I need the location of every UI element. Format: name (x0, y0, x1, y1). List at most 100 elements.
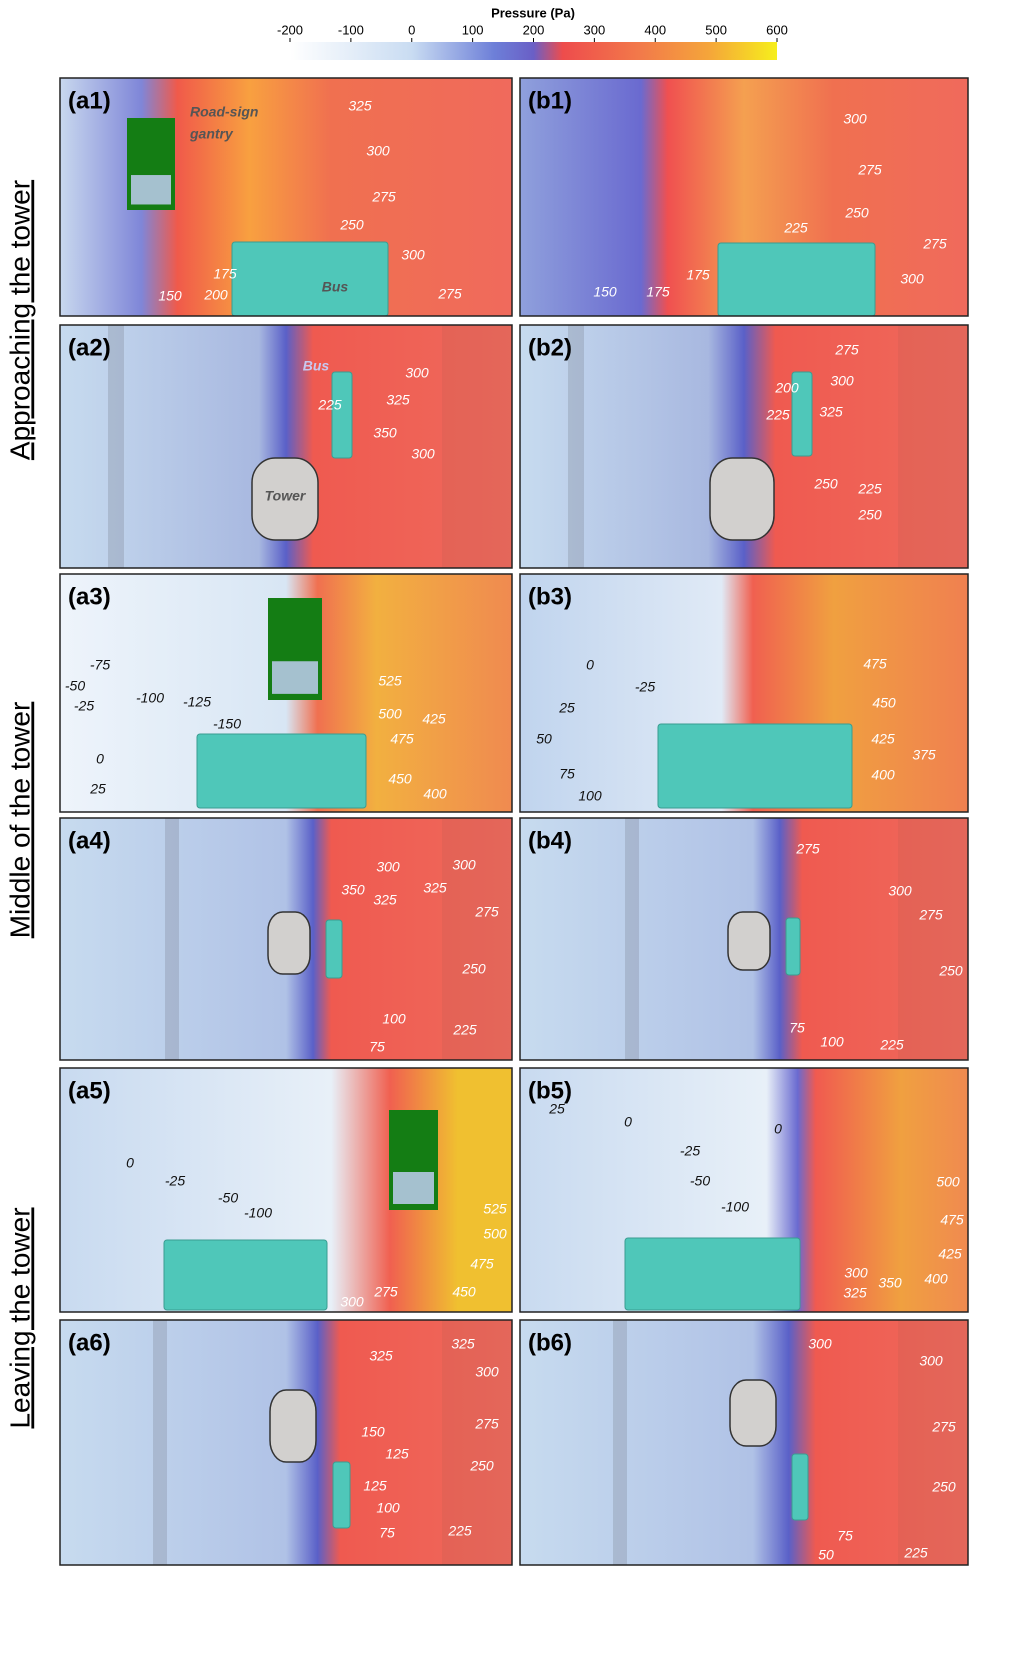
contour-label: 250 (469, 1458, 494, 1474)
contour-label: 75 (837, 1528, 853, 1544)
contour-label: 225 (447, 1523, 472, 1539)
bus (326, 920, 342, 978)
tower (268, 912, 310, 974)
bus (718, 243, 875, 316)
contour-label: 0 (96, 751, 104, 767)
contour-label: 475 (470, 1256, 494, 1272)
contour-label: 175 (646, 284, 670, 300)
contour-label: 300 (411, 446, 435, 462)
bus (332, 372, 352, 458)
contour-label: 300 (376, 859, 400, 875)
contour-label: 350 (373, 425, 397, 441)
contour-label: 150 (158, 288, 182, 304)
contour-label: 250 (931, 1479, 956, 1495)
contour-label: 300 (405, 365, 429, 381)
road-shade (165, 818, 179, 1060)
contour-label: 275 (834, 342, 859, 358)
contour-label: 350 (341, 882, 365, 898)
contour-label: -100 (721, 1199, 749, 1215)
contour-label: 200 (774, 380, 799, 396)
contour-label: 275 (371, 189, 396, 205)
contour-label: 225 (765, 407, 790, 423)
contour-label: -125 (183, 694, 211, 710)
contour-label: -25 (635, 679, 655, 695)
road-shade (613, 1320, 627, 1565)
bus (197, 734, 366, 808)
contour-label: 50 (536, 731, 552, 747)
contour-label: 225 (452, 1022, 477, 1038)
contour-label: 525 (378, 673, 402, 689)
contour-label: -50 (65, 678, 85, 694)
colorbar-tick-label: 300 (584, 22, 606, 37)
contour-label: gantry (189, 126, 234, 142)
contour-label: 300 (919, 1353, 943, 1369)
panel: -75-50-25-100-125-1500255255004254754504… (60, 574, 512, 812)
contour-label: 300 (808, 1336, 832, 1352)
contour-label: -150 (213, 716, 241, 732)
contour-label: 225 (879, 1037, 904, 1053)
tower (710, 458, 774, 540)
contour-label: 275 (373, 1284, 398, 1300)
contour-label: 325 (451, 1336, 475, 1352)
contour-label: 300 (900, 271, 924, 287)
panel-label: (b3) (528, 583, 572, 610)
contour-label: 500 (378, 706, 402, 722)
contour-label: 275 (437, 286, 462, 302)
contour-label: 300 (844, 1265, 868, 1281)
bus (164, 1240, 327, 1310)
tower (728, 912, 770, 970)
road-shade (442, 325, 512, 568)
contour-label: 325 (369, 1348, 393, 1364)
contour-label: Bus (322, 279, 349, 295)
bus (232, 242, 388, 316)
contour-label: -25 (165, 1173, 185, 1189)
panel: Road-signgantryBus3253002752503002751751… (60, 78, 512, 316)
panel-label: (a3) (68, 583, 111, 610)
contour-label: 225 (317, 397, 342, 413)
contour-label: 150 (593, 284, 617, 300)
colorbar-title: Pressure (Pa) (491, 5, 575, 20)
panel-label: (a6) (68, 1329, 111, 1356)
contour-label: 75 (369, 1039, 385, 1055)
contour-label: Bus (303, 358, 330, 374)
contour-label: 500 (483, 1226, 507, 1242)
figure: Pressure (Pa) -200-100010020030040050060… (0, 0, 1022, 1658)
contour-label: 425 (871, 731, 895, 747)
contour-label: -25 (74, 698, 94, 714)
road-shade (568, 325, 584, 568)
contour-label: 275 (922, 236, 947, 252)
row-label: Approaching the tower (4, 180, 35, 460)
contour-label: 150 (361, 1424, 385, 1440)
contour-label: 100 (376, 1500, 400, 1516)
contour-label: 75 (379, 1525, 395, 1541)
contour-label: 300 (340, 1294, 364, 1310)
contour-label: 75 (559, 766, 575, 782)
colorbar-tick-label: 500 (705, 22, 727, 37)
contour-label: 250 (461, 961, 486, 977)
panel-label: (a2) (68, 334, 111, 361)
bus (786, 918, 800, 975)
contour-label: 200 (203, 287, 228, 303)
contour-label: 325 (348, 98, 372, 114)
contour-label: 400 (871, 767, 895, 783)
contour-label: 525 (483, 1201, 507, 1217)
panel-label: (b4) (528, 827, 572, 854)
colorbar-tick-label: 200 (523, 22, 545, 37)
contour-label: 475 (940, 1212, 964, 1228)
contour-label: 375 (912, 747, 936, 763)
contour-label: 0 (586, 657, 594, 673)
panel-label: (b2) (528, 334, 572, 361)
contour-label: 400 (924, 1271, 948, 1287)
contour-label: -50 (690, 1173, 710, 1189)
panel-label: (b6) (528, 1329, 572, 1356)
contour-label: 325 (373, 892, 397, 908)
contour-label: 300 (475, 1364, 499, 1380)
contour-label: -100 (244, 1205, 272, 1221)
contour-label: 275 (931, 1419, 956, 1435)
row-label: Middle of the tower (4, 702, 35, 939)
colorbar-tick-label: 600 (766, 22, 788, 37)
panel-label: (b5) (528, 1077, 572, 1104)
contour-label: 450 (452, 1284, 476, 1300)
